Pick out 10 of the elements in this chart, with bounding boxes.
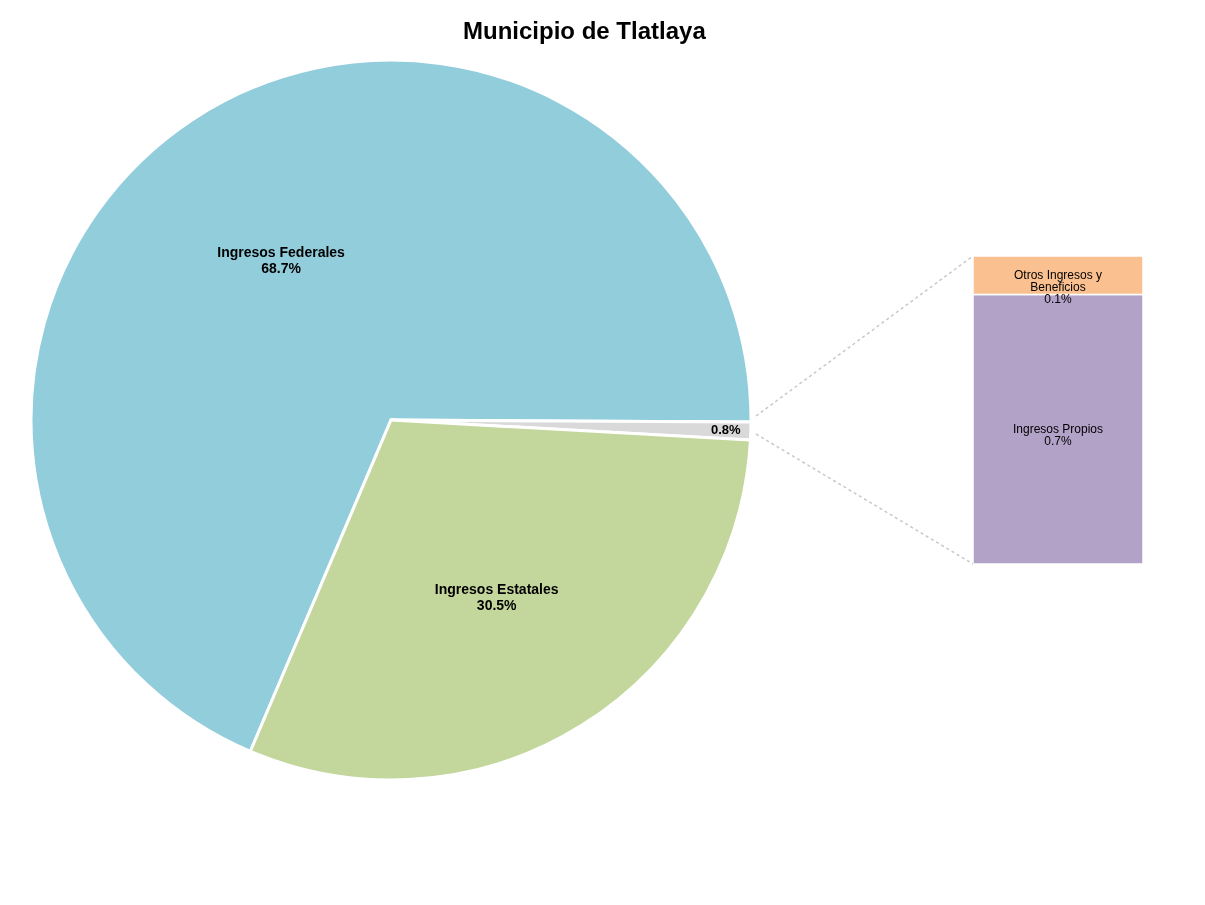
- series-label: Otros Ingresos y Beneficios: [1013, 268, 1103, 295]
- data-label: 0.1%: [1044, 292, 1072, 307]
- slice-label: Ingresos Estatales: [434, 580, 559, 597]
- data-label: 30.5%: [476, 596, 518, 613]
- data-label: 68.7%: [261, 259, 302, 276]
- data-label: 0.8%: [711, 422, 742, 438]
- data-label: 0.7%: [1044, 434, 1072, 449]
- slice-label: Ingresos Federales: [217, 243, 346, 260]
- series-label: Ingresos Propios: [1012, 422, 1104, 437]
- chart-title: Municipio de Tlatlaya: [463, 17, 707, 44]
